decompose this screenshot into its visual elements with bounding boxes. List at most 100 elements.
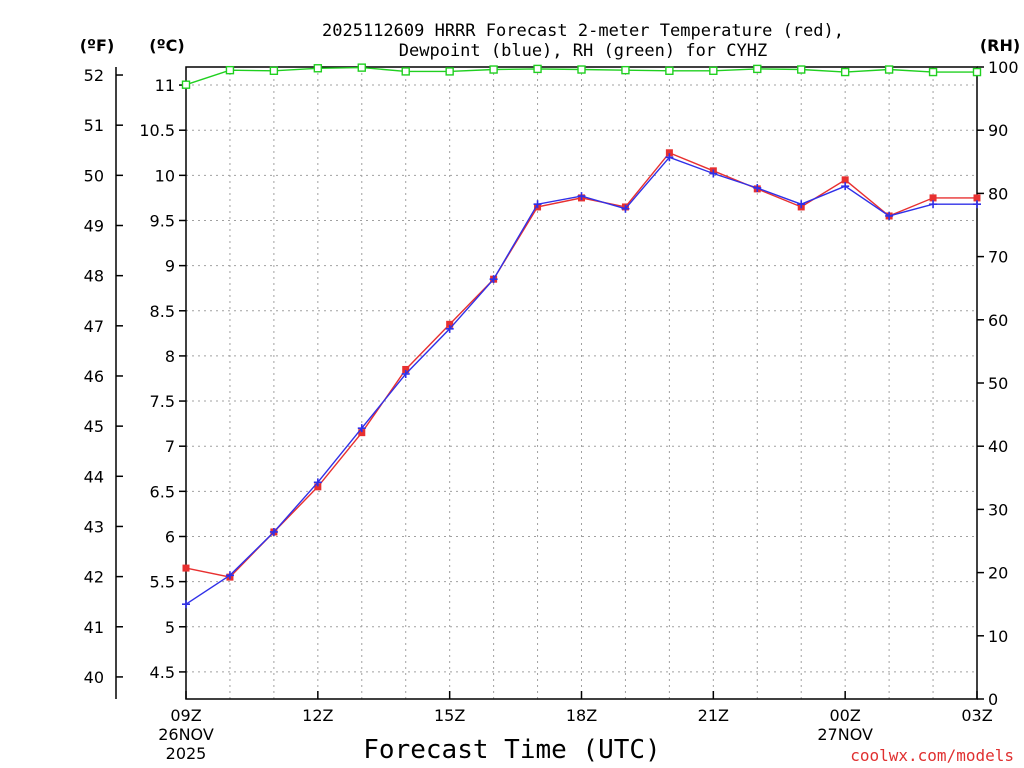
temperature-point: [402, 365, 410, 373]
x-tick-date-label: 27NOV: [817, 725, 873, 744]
chart-title-line-1: 2025112609 HRRR Forecast 2-meter Tempera…: [322, 21, 844, 41]
fahrenheit-tick-label: 41: [84, 618, 104, 637]
dewpoint-point: [489, 275, 498, 284]
rh-point: [225, 65, 235, 75]
rh-tick-label: 20: [988, 564, 1008, 583]
rh-point: [401, 67, 410, 76]
celsius-tick-label: 5: [165, 618, 175, 637]
x-tick-date-label: 26NOV: [158, 725, 214, 744]
rh-point: [621, 65, 630, 75]
rh-tick-label: 30: [988, 500, 1008, 519]
rh-point: [840, 67, 850, 77]
dewpoint-point: [225, 571, 234, 580]
celsius-tick-label: 6: [165, 527, 175, 546]
rh-tick-label: 60: [988, 311, 1008, 330]
x-tick-label: 03Z: [961, 706, 992, 725]
temperature-point: [841, 176, 849, 184]
celsius-tick-label: 6.5: [150, 482, 175, 501]
rh-point: [928, 67, 938, 77]
chart-title-line-2: Dewpoint (blue), RH (green) for CYHZ: [399, 41, 767, 61]
watermark: coolwx.com/models: [850, 746, 1014, 765]
x-tick-label: 18Z: [566, 706, 597, 725]
x-axis-label: Forecast Time (UTC): [363, 735, 660, 765]
dewpoint-point: [841, 182, 850, 191]
rh-tick-label: 10: [988, 627, 1008, 646]
rh-tick-label: 70: [988, 248, 1008, 267]
rh-point: [884, 65, 894, 74]
x-tick-label: 12Z: [302, 706, 333, 725]
x-tick-label: 00Z: [830, 706, 861, 725]
temperature-point: [358, 429, 366, 437]
plot-frame: [185, 66, 978, 700]
rh-point: [972, 67, 982, 77]
grid-layer: [186, 67, 977, 699]
temperature-point: [182, 564, 190, 572]
fahrenheit-tick-label: 49: [84, 217, 104, 236]
rh-point: [665, 66, 674, 75]
x-tick-label: 21Z: [698, 706, 729, 725]
rh-point: [797, 65, 806, 74]
rh-tick-label: 40: [988, 437, 1008, 456]
dewpoint-point: [357, 424, 366, 433]
rh-point: [269, 66, 279, 75]
fahrenheit-tick-label: 48: [84, 267, 104, 286]
temperature-line: [185, 151, 977, 578]
celsius-tick-label: 7: [165, 437, 175, 456]
celsius-tick-label: 4.5: [150, 663, 175, 682]
fahrenheit-tick-label: 47: [84, 317, 104, 336]
rh-point: [709, 66, 718, 75]
dewpoint-point: [445, 324, 454, 333]
x-tick-label: 09Z: [170, 706, 201, 725]
fahrenheit-tick-label: 51: [84, 116, 104, 135]
dewpoint-point: [665, 153, 674, 162]
temperature-point: [446, 320, 454, 328]
celsius-tick-label: 8: [165, 347, 175, 366]
rh-point: [753, 64, 762, 74]
celsius-tick-label: 9: [165, 257, 175, 276]
rh-tick-label: 0: [988, 690, 998, 709]
rh-point: [577, 65, 586, 74]
rh-point: [445, 67, 454, 76]
celsius-tick-label: 7.5: [150, 392, 175, 411]
series-layer: [181, 63, 982, 609]
dewpoint-point: [313, 478, 322, 487]
rh-point: [533, 64, 542, 74]
fahrenheit-tick-label: 42: [84, 568, 104, 587]
celsius-tick-label: 9.5: [150, 211, 175, 230]
dewpoint-point: [182, 600, 190, 609]
rh-point: [181, 80, 191, 89]
unit-celsius: (ºC): [149, 36, 184, 55]
dewpoint-point: [709, 169, 718, 178]
celsius-tick-label: 8.5: [150, 302, 175, 321]
dewpoint-point: [973, 200, 981, 209]
dewpoint-point: [753, 183, 762, 192]
dewpoint-point: [929, 200, 938, 209]
unit-fahrenheit: (ºF): [80, 36, 115, 55]
celsius-tick-label: 11: [155, 76, 175, 95]
dewpoint-point: [885, 211, 894, 220]
temperature-point: [929, 194, 937, 202]
fahrenheit-tick-label: 43: [84, 517, 104, 536]
dewpoint-point: [533, 200, 542, 209]
x-tick-label: 15Z: [434, 706, 465, 725]
x-tick-year-label: 2025: [166, 744, 207, 763]
rh-tick-label: 50: [988, 374, 1008, 393]
temperature-point: [973, 194, 981, 202]
unit-rh: (RH): [980, 36, 1020, 55]
dewpoint-point: [797, 200, 806, 209]
fahrenheit-tick-label: 50: [84, 166, 104, 185]
celsius-tick-label: 10.5: [139, 121, 175, 140]
fahrenheit-tick-label: 44: [84, 467, 104, 486]
fahrenheit-tick-label: 52: [84, 66, 104, 85]
fahrenheit-tick-label: 46: [84, 367, 104, 386]
dewpoint-point: [621, 204, 630, 213]
celsius-tick-label: 10: [155, 166, 175, 185]
rh-tick-label: 90: [988, 121, 1008, 140]
fahrenheit-tick-label: 40: [84, 668, 104, 687]
dewpoint-point: [401, 369, 410, 378]
dewpoint-point: [269, 527, 278, 536]
celsius-tick-label: 5.5: [150, 573, 175, 592]
temperature-point: [314, 483, 322, 491]
rh-point: [357, 63, 366, 72]
